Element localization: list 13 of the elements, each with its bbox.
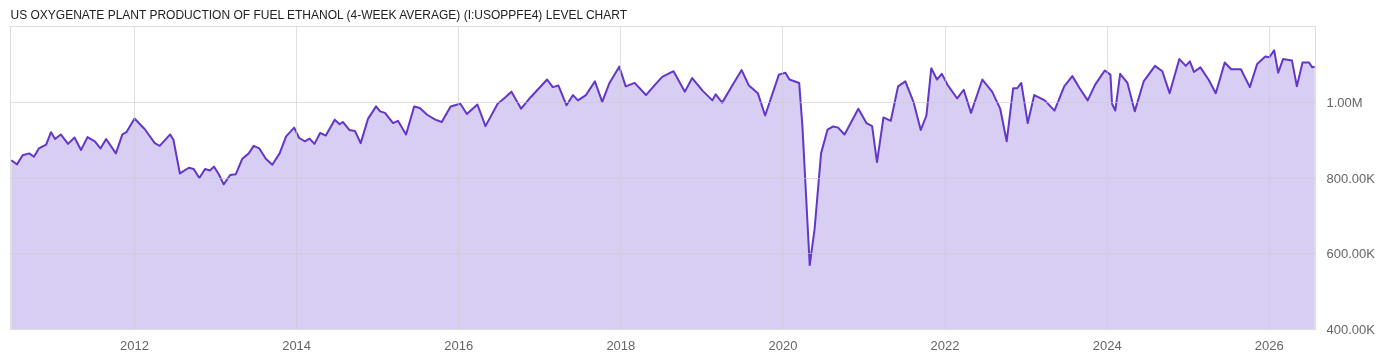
chart-title: US OXYGENATE PLANT PRODUCTION OF FUEL ETHANOL (4-WEEK AVERAGE) (I:USOPPFE4) LEVEL CHART	[10, 7, 628, 22]
x-tick-label: 2018	[606, 337, 636, 353]
x-tick-label: 2016	[444, 337, 474, 353]
x-tick-label: 2014	[282, 337, 312, 353]
x-tick-label: 2026	[1254, 337, 1284, 353]
y-tick-label: 800.00K	[1326, 170, 1376, 186]
x-tick-label: 2012	[120, 337, 149, 353]
x-tick-label: 2022	[930, 337, 960, 353]
y-tick-label: 1.00M	[1326, 94, 1363, 110]
y-tick-label: 400.00K	[1326, 322, 1376, 337]
y-tick-label: 600.00K	[1326, 246, 1376, 262]
x-tick-label: 2020	[768, 337, 798, 353]
x-tick-label: 2024	[1092, 337, 1122, 353]
